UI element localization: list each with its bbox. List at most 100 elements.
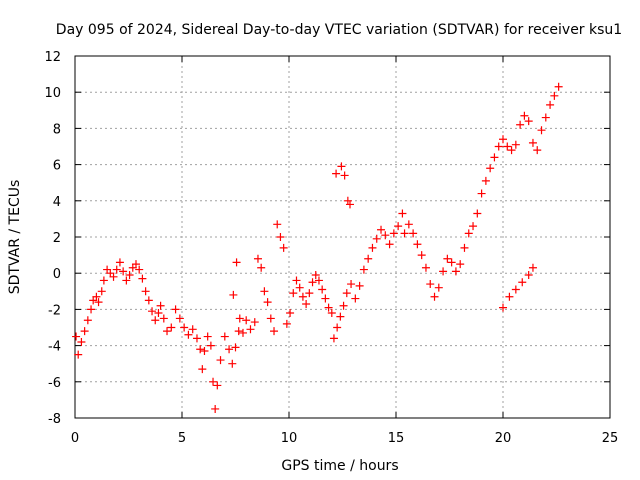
data-point (537, 126, 546, 135)
data-point (336, 312, 345, 321)
data-point (385, 240, 394, 249)
x-tick-label: 5 (178, 431, 186, 446)
data-point (159, 314, 168, 323)
data-point (282, 319, 291, 328)
chart-title: Day 095 of 2024, Sidereal Day-to-day VTE… (56, 22, 622, 38)
data-point (154, 309, 163, 318)
y-tick-label: 6 (53, 159, 61, 174)
data-point (229, 290, 238, 299)
data-point (494, 142, 503, 151)
data-point (94, 298, 103, 307)
data-point (451, 267, 460, 276)
data-point (246, 325, 255, 334)
data-point (333, 323, 342, 332)
data-point (238, 328, 247, 337)
data-point (343, 196, 352, 205)
data-point (439, 267, 448, 276)
data-point (180, 323, 189, 332)
x-tick-label: 0 (71, 431, 79, 446)
data-point (351, 294, 360, 303)
data-point (99, 276, 108, 285)
data-point (443, 254, 452, 263)
y-axis-label: SDTVAR / TECUs (7, 180, 23, 295)
x-tick-label: 10 (281, 431, 298, 446)
data-point (188, 325, 197, 334)
data-point (404, 220, 413, 229)
data-point (242, 316, 251, 325)
y-tick-label: 8 (53, 122, 61, 137)
data-point (507, 146, 516, 155)
data-point (409, 229, 418, 238)
data-point (318, 285, 327, 294)
data-point (263, 298, 272, 307)
data-point (266, 314, 275, 323)
data-point (220, 332, 229, 341)
data-point (524, 117, 533, 126)
y-tick-label: -6 (48, 376, 61, 391)
data-point (481, 176, 490, 185)
data-point (464, 229, 473, 238)
data-point (97, 287, 106, 296)
data-point (434, 283, 443, 292)
data-point (295, 283, 304, 292)
y-axis-ticks: -8 -6 -4 -2 0 2 4 6 8 10 12 (44, 50, 610, 427)
data-point (115, 258, 124, 267)
data-point (473, 209, 482, 218)
data-point (355, 281, 364, 290)
data-point (528, 138, 537, 147)
data-point (125, 271, 134, 280)
data-point (400, 229, 409, 238)
data-point (368, 243, 377, 252)
data-point (211, 404, 220, 413)
data-point (234, 327, 243, 336)
data-point (421, 263, 430, 272)
data-point (235, 314, 244, 323)
data-point (308, 278, 317, 287)
data-point (347, 280, 356, 289)
data-point (213, 381, 222, 390)
data-point (486, 164, 495, 173)
data-point (270, 327, 279, 336)
data-point (533, 146, 542, 155)
x-axis-label: GPS time / hours (281, 458, 398, 474)
grid-lines (75, 56, 610, 418)
data-point (77, 337, 86, 346)
data-point (372, 234, 381, 243)
data-point (83, 316, 92, 325)
y-tick-label: -4 (48, 340, 61, 355)
data-point (273, 220, 282, 229)
data-point (253, 254, 262, 263)
data-point (398, 209, 407, 218)
data-point (151, 316, 160, 325)
data-point (426, 280, 435, 289)
data-point (340, 171, 349, 180)
data-point (138, 274, 147, 283)
data-point (302, 299, 311, 308)
data-point (231, 343, 240, 352)
data-point (92, 292, 101, 301)
data-point (184, 330, 193, 339)
data-point (511, 285, 520, 294)
data-point (225, 345, 234, 354)
data-point (524, 271, 533, 280)
data-point (119, 267, 128, 276)
data-point (499, 135, 507, 144)
data-point (546, 100, 555, 109)
data-series-ksu1 (72, 82, 563, 413)
data-point (505, 292, 514, 301)
y-tick-label: 12 (44, 50, 61, 65)
data-point (216, 356, 225, 365)
data-point (232, 258, 241, 267)
data-point (413, 240, 422, 249)
data-point (447, 258, 456, 267)
data-point (74, 350, 83, 359)
data-point (528, 263, 537, 272)
data-point (72, 332, 81, 341)
data-point (490, 153, 499, 162)
data-point (135, 265, 144, 274)
data-point (460, 243, 469, 252)
data-point (311, 271, 320, 280)
data-point (289, 289, 298, 298)
data-point (163, 327, 172, 336)
data-point (329, 334, 338, 343)
